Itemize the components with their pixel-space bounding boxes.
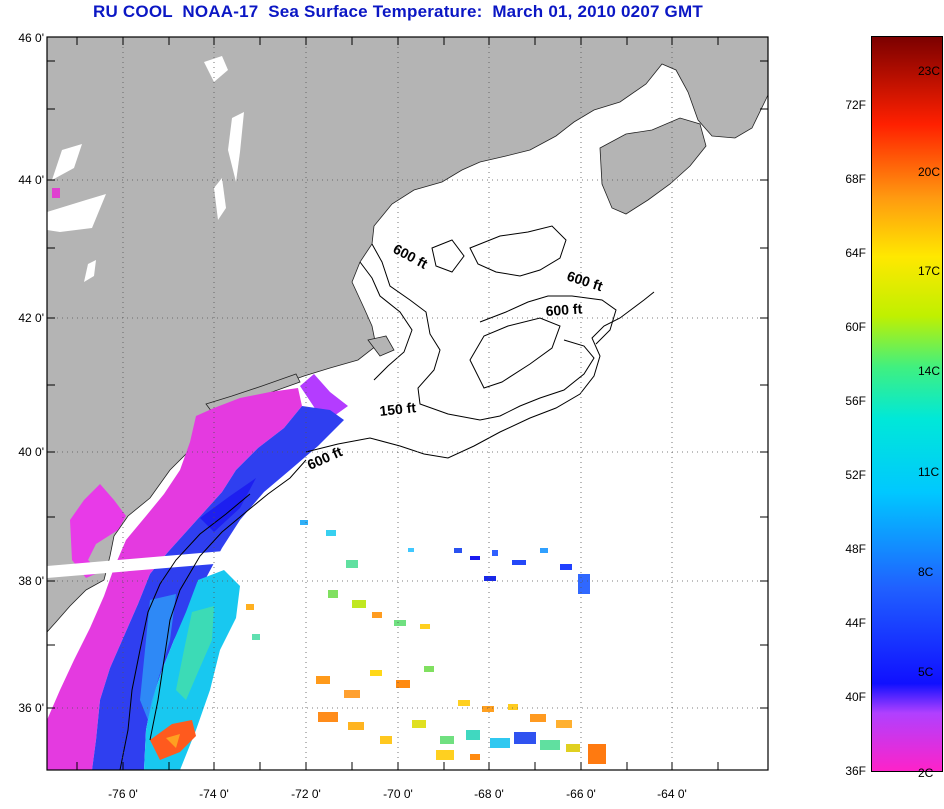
colorbar-c-14: 14C <box>918 364 941 378</box>
lon-label-74: -74 0' <box>199 787 229 801</box>
lat-label-36: 36 0' <box>18 701 44 715</box>
colorbar-f-68: 68F <box>845 172 866 186</box>
colorbar-f-72: 72F <box>845 98 866 112</box>
lon-label-66: -66 0' <box>566 787 596 801</box>
colorbar-c-11: 11C <box>918 465 940 479</box>
colorbar-f-64: 64F <box>845 246 866 260</box>
colorbar-f-40: 40F <box>845 690 866 704</box>
lat-label-38: 38 0' <box>18 574 44 588</box>
isobath-label-3: 600 ft <box>545 300 583 319</box>
sst-shelf-cold <box>47 388 302 770</box>
colorbar-f-44: 44F <box>845 616 866 630</box>
colorbar-c-17: 17C <box>918 264 941 278</box>
data-gap-stripe <box>47 548 262 578</box>
map-frame <box>46 36 769 771</box>
lon-label-70: -70 0' <box>383 787 413 801</box>
graticule <box>47 37 768 770</box>
lat-label-46: 46 0' <box>18 31 44 45</box>
colorbar-f-48: 48F <box>845 542 866 556</box>
colorbar-c-20: 20C <box>918 165 941 179</box>
land-mainland <box>47 37 768 633</box>
sst-offshore-patches <box>52 188 606 764</box>
colorbar-c-23: 23C <box>918 64 941 78</box>
colorbar-c-2: 2C <box>918 766 934 780</box>
lat-label-40: 40 0' <box>18 445 44 459</box>
colorbar-c-8: 8C <box>918 565 934 579</box>
map-title: RU COOL NOAA-17 Sea Surface Temperature:… <box>93 2 703 21</box>
isobath-label-4: 150 ft <box>379 399 417 419</box>
land-nova-scotia <box>599 117 707 215</box>
isobaths <box>119 225 655 770</box>
lon-label-68: -68 0' <box>474 787 504 801</box>
colorbar-f-56: 56F <box>845 394 866 408</box>
isobath-label-2: 600 ft <box>565 268 605 295</box>
lon-label-64: -64 0' <box>657 787 687 801</box>
colorbar-f-36: 36F <box>845 764 866 778</box>
lon-label-76: -76 0' <box>108 787 138 801</box>
colorbar-f-60: 60F <box>845 320 866 334</box>
colorbar-gradient <box>871 36 943 772</box>
lon-label-72: -72 0' <box>291 787 321 801</box>
sst-bays <box>70 484 126 578</box>
land-cape-cod <box>367 335 395 357</box>
colorbar-c-5: 5C <box>918 665 934 679</box>
lat-label-44: 44 0' <box>18 173 44 187</box>
axis-ticks <box>47 37 768 770</box>
colorbar <box>871 36 943 772</box>
isobath-label-1: 600 ft <box>391 241 431 272</box>
colorbar-f-52: 52F <box>845 468 866 482</box>
lat-label-42: 42 0' <box>18 311 44 325</box>
